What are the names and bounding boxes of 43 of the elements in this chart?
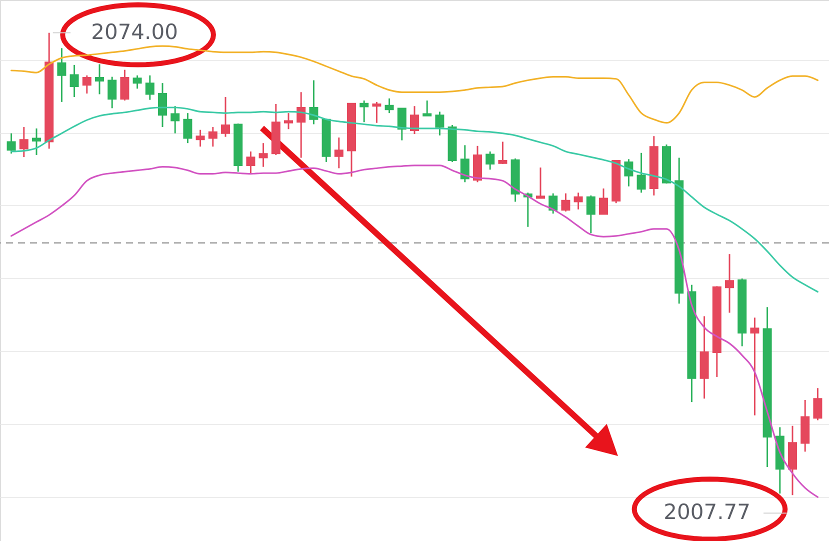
candlestick [813,387,822,421]
candlestick [334,136,344,169]
candlestick [636,152,646,194]
candlestick [95,63,104,95]
candlestick [435,110,444,136]
candlestick [6,132,16,154]
candlestick [397,107,406,142]
candlestick [183,112,192,144]
candlestick [372,101,382,124]
candlestick [750,316,760,416]
candlestick [57,47,66,103]
candlestick [196,129,205,148]
candlestick [586,194,596,234]
candlestick [410,105,419,135]
candlestick [460,144,470,183]
candlestick [599,188,608,216]
candlestick [536,166,545,199]
candlestick [561,192,570,212]
candlestick [108,76,117,109]
candlestick [145,74,154,101]
candlestick [19,126,28,158]
candlestick [120,69,130,102]
candlestick [384,98,394,114]
candlestick [422,100,432,117]
candlestick [32,128,41,156]
candlestick [360,100,369,123]
candlestick [158,82,167,128]
candlestick [208,126,218,148]
candlestick [486,150,495,170]
candlestick [284,112,293,130]
candlestick [548,192,558,214]
candlestick [258,142,268,168]
candlestick [170,105,180,134]
candlestick [574,192,583,210]
candlestick [70,64,79,98]
candlestick [132,74,142,90]
annotation: 2074.00 [91,20,178,44]
candlestick [82,74,92,94]
candlestick [498,140,508,165]
candlestick [221,96,230,138]
annotation: 2007.77 [664,500,750,524]
candlestick [725,253,734,314]
candlestick [246,150,256,175]
